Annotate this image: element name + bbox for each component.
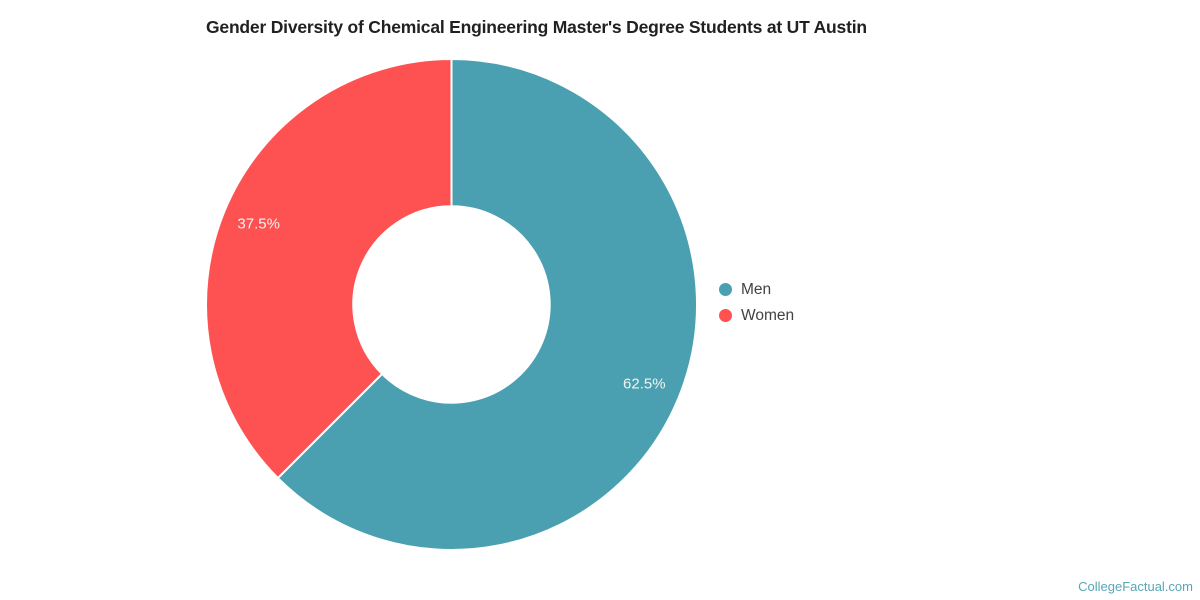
legend-marker-men-icon	[719, 283, 732, 296]
legend-label-men: Men	[741, 281, 772, 298]
slice-label-men: 62.5%	[623, 375, 666, 392]
slice-label-women: 37.5%	[237, 216, 280, 233]
chart-title: Gender Diversity of Chemical Engineering…	[206, 17, 867, 37]
watermark-link[interactable]: CollegeFactual.com	[1078, 579, 1193, 594]
pie-slice-men[interactable]	[276, 58, 698, 551]
legend-item-women[interactable]: Women	[719, 305, 794, 326]
legend-label-women: Women	[741, 307, 795, 324]
legend-item-men[interactable]: Men	[719, 279, 794, 300]
legend-marker-women-icon	[719, 309, 732, 322]
pie-slice-women[interactable]	[205, 58, 453, 480]
legend: Men Women	[719, 279, 794, 331]
